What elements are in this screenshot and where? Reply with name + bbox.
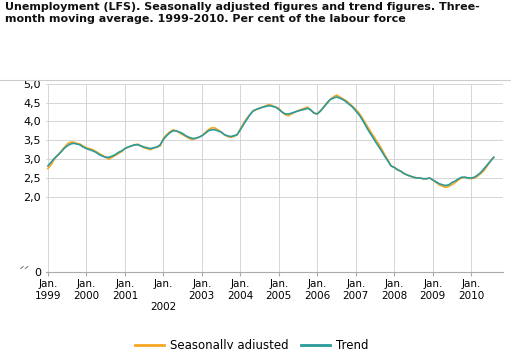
Legend: Seasonally adjusted, Trend: Seasonally adjusted, Trend bbox=[130, 335, 374, 349]
Text: Unemployment (LFS). Seasonally adjusted figures and trend figures. Three-
month : Unemployment (LFS). Seasonally adjusted … bbox=[5, 2, 480, 24]
